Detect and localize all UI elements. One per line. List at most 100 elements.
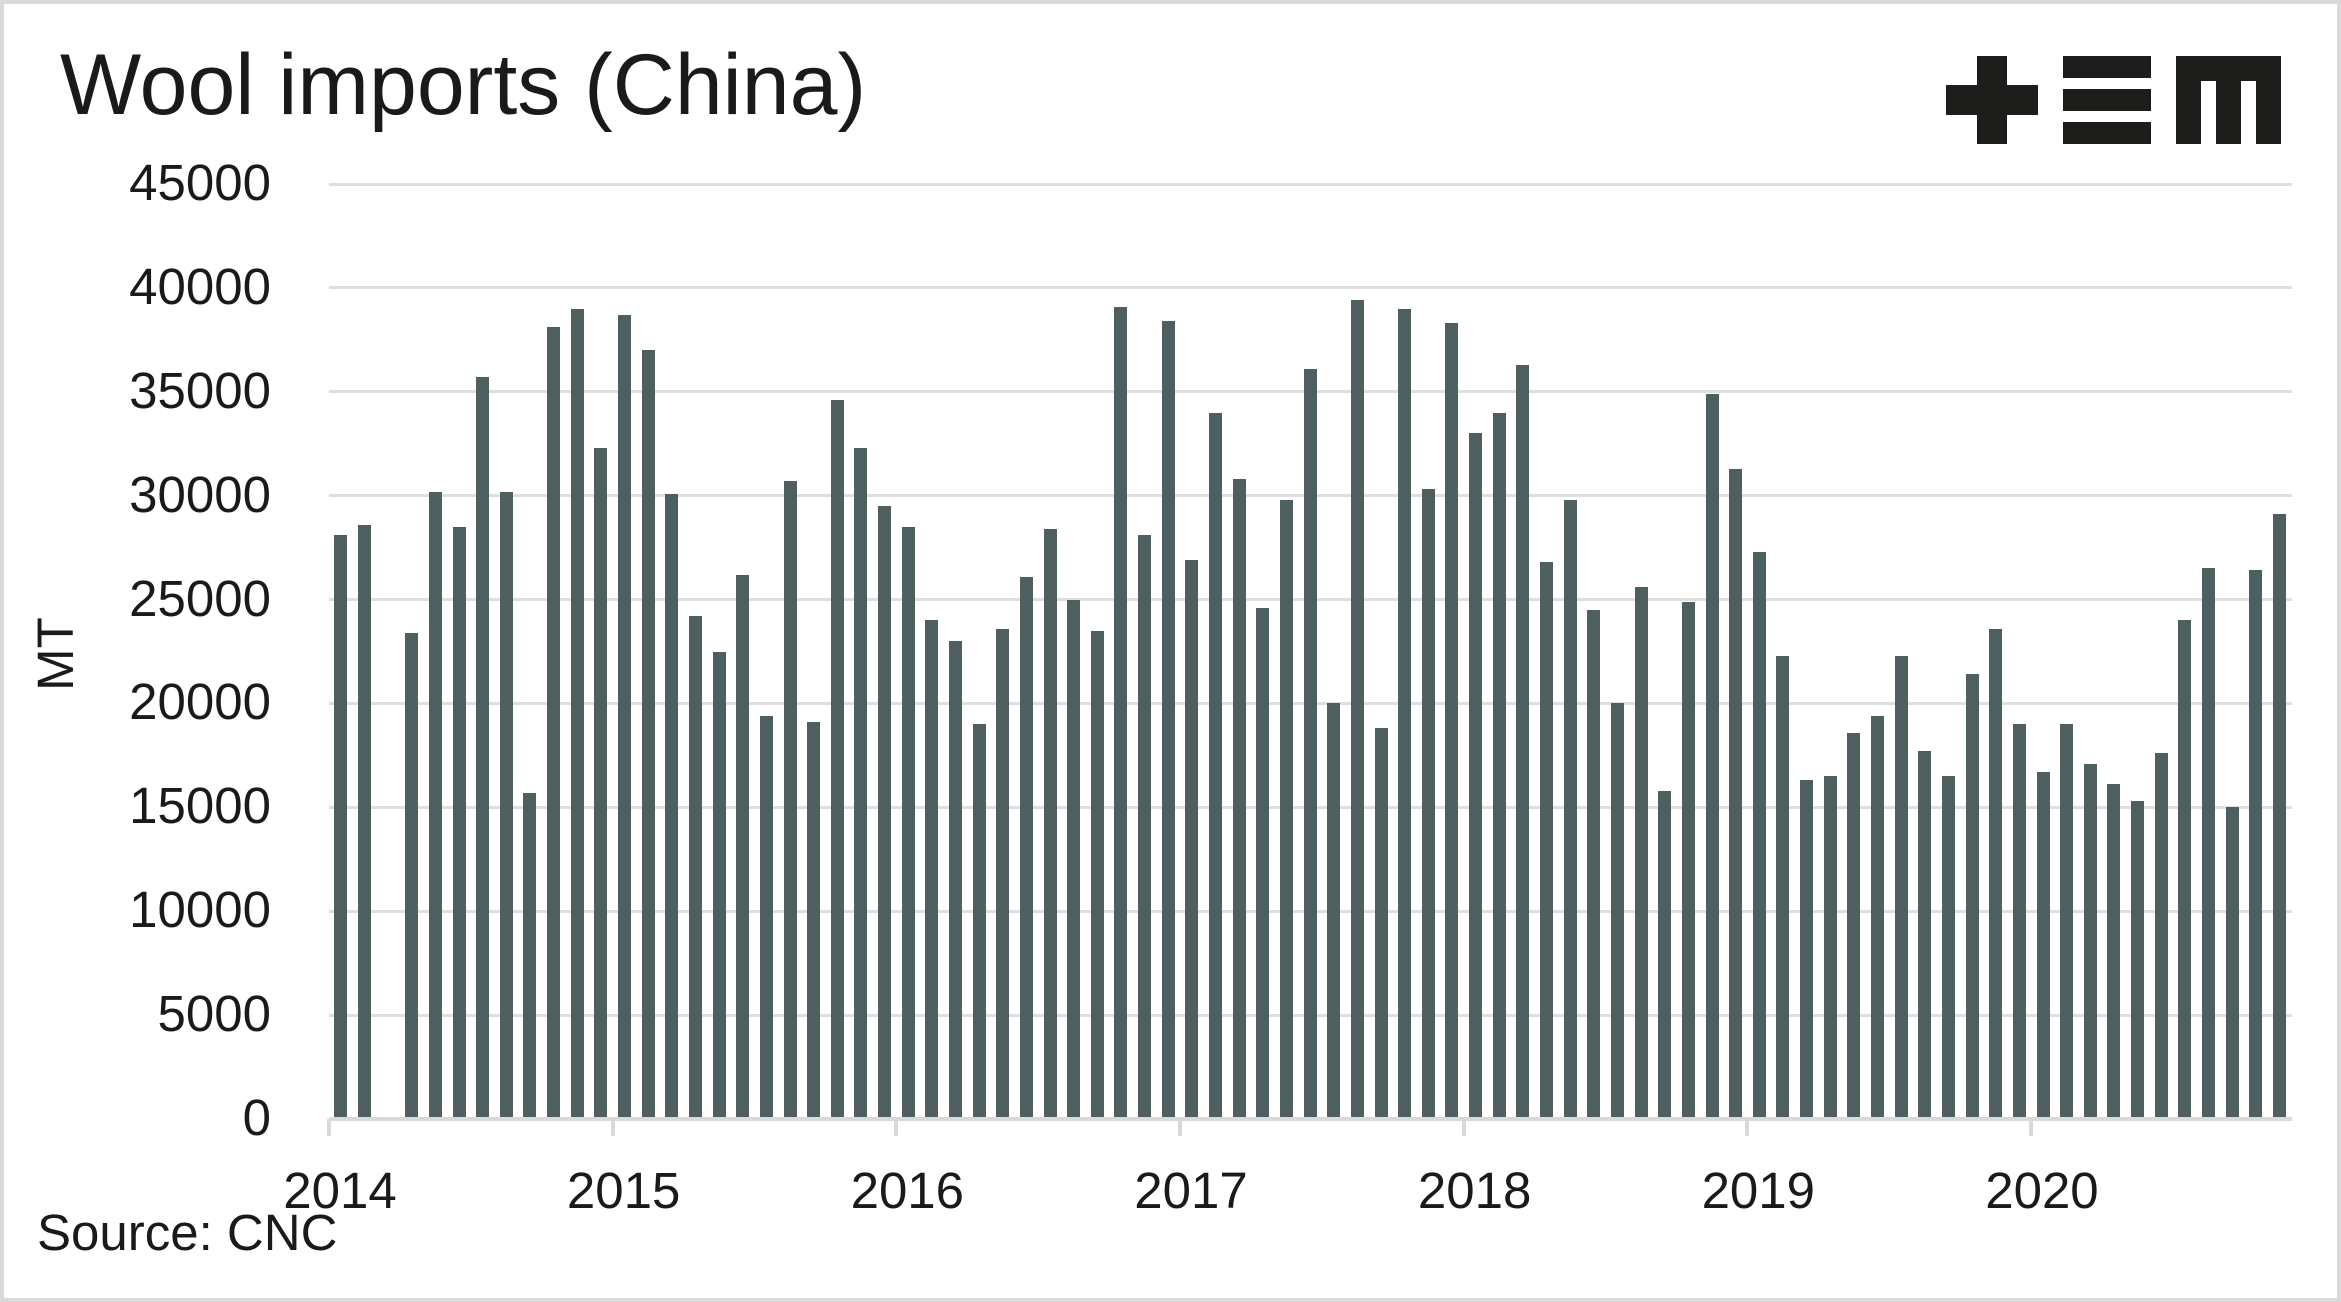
y-axis-tick-label: 40000: [129, 257, 271, 315]
bar-2017-08: [1350, 300, 1364, 1119]
bar-2020-09: [2225, 807, 2239, 1119]
gridline-45000: [329, 182, 2292, 186]
bar-2015-06: [736, 574, 750, 1119]
bar-2019-02: [1776, 655, 1790, 1119]
x-axis-tick-mark: [1461, 1119, 1466, 1136]
source-note: Source: CNC: [37, 1204, 338, 1261]
bar-2018-10: [1681, 601, 1695, 1119]
bar-2014-07: [476, 377, 490, 1119]
bar-2017-09: [1374, 728, 1388, 1119]
bar-2015-11: [854, 447, 868, 1119]
bar-2016-11: [1138, 535, 1152, 1119]
bar-2014-11: [570, 308, 584, 1119]
bar-2019-09: [1941, 776, 1955, 1119]
bar-2018-03: [1516, 364, 1530, 1119]
bar-2014-12: [594, 447, 608, 1119]
x-axis-tick-mark: [610, 1119, 615, 1136]
bar-2018-06: [1587, 609, 1601, 1119]
bar-2014-04: [405, 632, 419, 1119]
bar-2018-01: [1469, 433, 1483, 1119]
bar-2017-11: [1421, 489, 1435, 1119]
bar-2020-07: [2178, 620, 2192, 1119]
bar-2015-04: [688, 616, 702, 1119]
bar-2020-10: [2249, 570, 2263, 1119]
bar-2020-08: [2201, 568, 2215, 1119]
m-glyph-icon: [2176, 56, 2281, 144]
bar-2015-10: [830, 400, 844, 1119]
bar-2018-07: [1610, 703, 1624, 1119]
y-axis-tick-label: 15000: [129, 777, 271, 835]
bar-2014-09: [523, 792, 537, 1119]
bar-2019-06: [1871, 715, 1885, 1119]
x-axis-tick-mark: [327, 1119, 331, 1136]
bar-2020-05: [2131, 801, 2145, 1119]
bar-2019-04: [1823, 776, 1837, 1119]
gridline-40000: [329, 286, 2292, 290]
bar-2020-03: [2083, 763, 2097, 1119]
bar-2015-05: [712, 651, 726, 1119]
bar-2016-12: [1161, 321, 1175, 1119]
bar-2019-05: [1847, 732, 1861, 1119]
y-axis-tick-label: 45000: [129, 154, 271, 211]
bar-2018-04: [1540, 562, 1554, 1119]
x-axis-tick-label: 2014: [283, 1162, 397, 1219]
bar-2016-09: [1090, 630, 1104, 1119]
bar-2019-03: [1800, 780, 1814, 1119]
bar-2017-07: [1327, 703, 1341, 1119]
x-axis-tick-label: 2017: [1134, 1162, 1248, 1219]
y-axis-tick-label: 5000: [157, 985, 271, 1043]
x-axis-tick-mark: [894, 1119, 899, 1136]
bar-2017-10: [1398, 308, 1412, 1119]
y-axis-tick-label: 20000: [129, 673, 271, 731]
bar-2020-04: [2107, 784, 2121, 1119]
bar-2019-11: [1989, 628, 2003, 1119]
y-axis-tick-label: 35000: [129, 361, 271, 419]
x-axis-tick-mark: [1745, 1119, 1750, 1136]
bar-2019-01: [1752, 551, 1766, 1119]
chart-title: Wool imports (China): [60, 37, 867, 133]
y-axis-tick-label: 0: [242, 1089, 271, 1146]
triple-bar-icon: [2063, 56, 2151, 144]
bar-2015-09: [807, 722, 821, 1119]
bar-2016-07: [1043, 528, 1057, 1119]
bar-2016-03: [948, 641, 962, 1119]
bar-2017-05: [1279, 499, 1293, 1119]
bar-2014-08: [499, 491, 513, 1119]
bar-2018-11: [1705, 393, 1719, 1119]
bar-2016-04: [972, 724, 986, 1119]
bar-2018-02: [1492, 412, 1506, 1119]
bar-2019-10: [1965, 674, 1979, 1119]
bar-2015-07: [759, 715, 773, 1119]
bar-2014-05: [428, 491, 442, 1119]
bar-2016-05: [996, 628, 1010, 1119]
x-axis-tick-mark: [1177, 1119, 1182, 1136]
bar-2017-02: [1209, 412, 1223, 1119]
bar-2020-01: [2036, 772, 2050, 1119]
y-axis-tick-label: 30000: [129, 465, 271, 523]
bar-2019-12: [2012, 724, 2026, 1119]
x-axis-tick-label: 2019: [1701, 1162, 1816, 1219]
bar-2018-08: [1634, 587, 1648, 1119]
x-axis-tick-mark: [2028, 1119, 2033, 1136]
bar-2015-01: [618, 314, 632, 1119]
bar-2017-06: [1303, 368, 1317, 1119]
bar-2018-05: [1563, 499, 1577, 1119]
y-axis-tick-label: 10000: [129, 881, 271, 939]
bar-2016-10: [1114, 306, 1128, 1119]
bar-2020-06: [2154, 753, 2168, 1119]
bar-2015-03: [665, 493, 679, 1119]
bar-2015-12: [878, 506, 892, 1119]
plus-icon: [1946, 56, 2038, 144]
bar-2017-01: [1185, 560, 1199, 1119]
bar-2015-08: [783, 481, 797, 1119]
bar-2017-03: [1232, 479, 1246, 1119]
x-axis-tick-label: 2015: [566, 1162, 681, 1219]
bar-2018-12: [1729, 468, 1743, 1119]
bar-2017-12: [1445, 323, 1459, 1119]
bar-2014-02: [357, 524, 371, 1119]
bar-2015-02: [641, 350, 655, 1119]
bar-2016-06: [1019, 576, 1033, 1119]
bar-2014-10: [547, 327, 561, 1119]
bar-2014-01: [334, 535, 348, 1119]
